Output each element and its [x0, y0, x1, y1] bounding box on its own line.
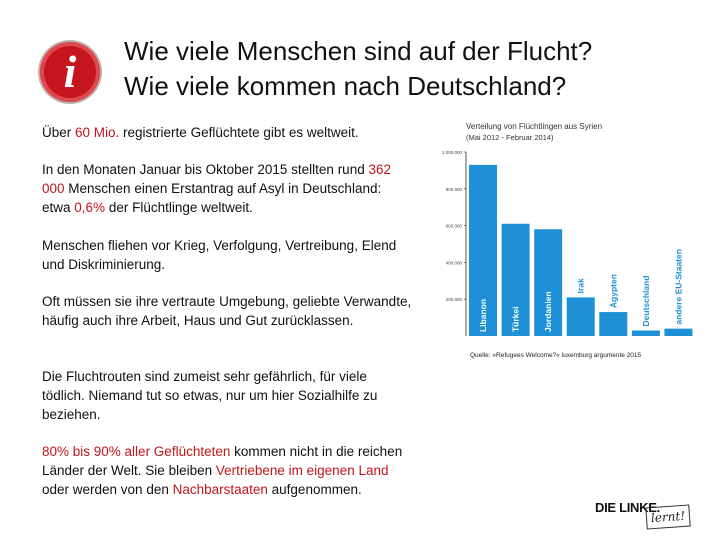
source-note: Quelle: »Refugees Welcome?« luxemburg ar… [470, 352, 642, 359]
p6-highlight-a: 80% bis 90% aller Geflüchteten [42, 444, 231, 459]
p6-text-d: oder werden von den [42, 482, 173, 497]
p2-text-a: In den Monaten Januar bis Oktober 2015 s… [42, 162, 369, 177]
p6-highlight-e: Nachbarstaaten [172, 482, 268, 497]
lernt-badge: lernt! [645, 504, 691, 530]
bar-label: Jordanien [543, 291, 553, 332]
paragraph-neighbor-states: 80% bis 90% aller Geflüchteten kommen ni… [42, 442, 412, 499]
y-tick-label: 800.000 [446, 187, 463, 192]
bar-türkei [501, 223, 530, 336]
syria-refugees-chart: Verteilung von Flüchtlingen aus Syrien (… [428, 118, 696, 348]
info-icon: i [40, 42, 100, 102]
title-line-1: Wie viele Menschen sind auf der Flucht? [124, 36, 593, 66]
p6-text-f: aufgenommen. [267, 482, 362, 497]
p2-highlight-percent: 0,6% [74, 200, 106, 215]
p1-highlight: 60 Mio. [75, 125, 120, 140]
paragraph-leave-behind: Oft müssen sie ihre vertraute Umgebung, … [42, 294, 412, 328]
bar-label: Ägypten [608, 274, 618, 308]
chart-subtitle: (Mai 2012 - Februar 2014) [466, 133, 554, 142]
paragraph-asylum-germany: In den Monaten Januar bis Oktober 2015 s… [42, 160, 412, 217]
bar-label: Türkei [511, 306, 521, 332]
bar-jordanien [534, 229, 563, 336]
p2-highlight-count: 362 000 [42, 162, 391, 196]
y-tick-label: 400.000 [446, 260, 463, 265]
y-tick-label: 200.000 [446, 297, 463, 302]
bar-label: Irak [576, 278, 586, 293]
chart-svg: Verteilung von Flüchtlingen aus Syrien (… [442, 122, 693, 336]
paragraph-refugees-worldwide: Über 60 Mio. registrierte Geflüchtete gi… [42, 123, 412, 142]
p2-text-e: der Flüchtlinge weltweit. [105, 200, 253, 215]
bars: Libanon Türkei Jordanien Irak Ägypten Deutsch… [469, 164, 693, 336]
p6-text-b: kommen nicht in die reichen Länder der W… [42, 444, 403, 478]
title-line-2: Wie viele kommen nach Deutschland? [124, 71, 567, 101]
bar-libanon [469, 164, 498, 336]
p2-text-c: Menschen einen Erstantrag auf Asyl in De… [42, 181, 382, 215]
bar-ägypten [599, 312, 628, 336]
y-tick-label: 600.000 [446, 224, 463, 229]
bar-deutschland [631, 330, 660, 336]
bar-label: Libanon [478, 299, 488, 332]
page-title: Wie viele Menschen sind auf der Flucht? … [124, 34, 592, 104]
paragraph-dangerous-routes: Die Fluchtrouten sind zumeist sehr gefäh… [42, 369, 378, 422]
paragraph-reasons: Menschen fliehen vor Krieg, Verfolgung, … [42, 238, 397, 272]
bar-label: Deutschland [641, 275, 651, 326]
y-tick-label: 1.000.000 [442, 150, 463, 155]
chart-title: Verteilung von Flüchtlingen aus Syrien [466, 122, 602, 131]
bar-andere-eu-staaten [664, 328, 693, 336]
p1-text-c: registrierte Geflüchtete gibt es weltwei… [119, 125, 359, 140]
die-linke-logo: DIE LINKE. [595, 500, 660, 515]
bar-label: andere EU-Staaten [673, 249, 683, 325]
bar-irak [566, 297, 595, 336]
p1-text-a: Über [42, 125, 76, 140]
y-ticks: 1.000.000 800.000 600.000 400.000 200.000 [442, 150, 466, 302]
p6-highlight-c: Vertriebene im eigenen Land [215, 463, 389, 478]
